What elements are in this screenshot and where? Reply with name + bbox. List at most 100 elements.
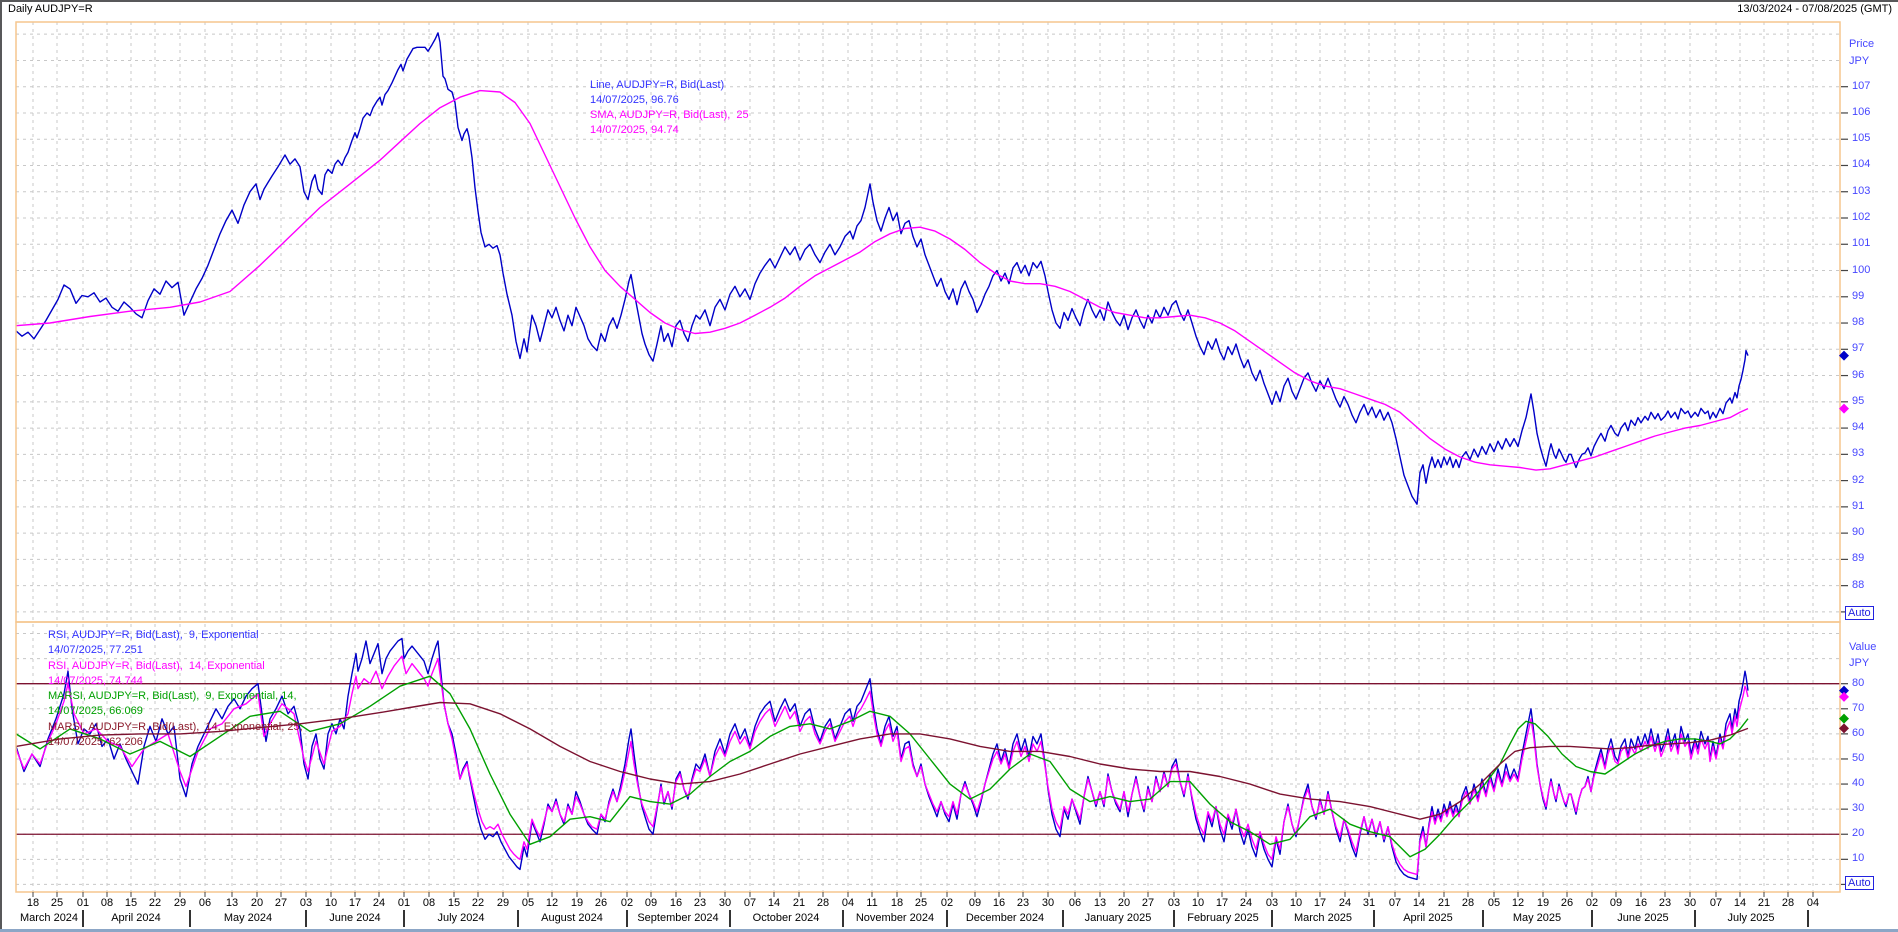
month-label: May 2025 (1512, 912, 1562, 924)
day-label: 15 (447, 897, 461, 909)
month-label: November 2024 (855, 912, 935, 924)
day-label: 12 (545, 897, 559, 909)
day-label: 21 (792, 897, 806, 909)
value-tick-label: 60 (1852, 726, 1865, 739)
day-label: 23 (693, 897, 707, 909)
main-legend-line-name: Line, AUDJPY=R, Bid(Last) (590, 79, 725, 91)
day-label: 22 (471, 897, 485, 909)
price-tick-label: 104 (1852, 158, 1871, 171)
day-label: 10 (1191, 897, 1205, 909)
day-label: 25 (914, 897, 928, 909)
day-label: 01 (76, 897, 90, 909)
value-tick-label: 30 (1852, 802, 1865, 815)
day-label: 28 (816, 897, 830, 909)
main-legend-line-value: 14/07/2025, 96.76 (590, 94, 679, 106)
price-tick-label: 92 (1852, 473, 1865, 486)
value-marker (1839, 723, 1849, 734)
month-label: August 2024 (541, 912, 603, 924)
chart-header: Daily AUDJPY=R 13/03/2024 - 07/08/2025 (… (0, 2, 1898, 16)
day-label: 16 (992, 897, 1006, 909)
day-label: 14 (1412, 897, 1426, 909)
value-tick-label: 10 (1852, 852, 1865, 865)
rsi14-legend-value: 14/07/2025, 74.744 (48, 674, 143, 687)
day-label: 27 (1141, 897, 1155, 909)
day-label: 08 (422, 897, 436, 909)
day-label: 18 (890, 897, 904, 909)
day-label: 17 (1215, 897, 1229, 909)
price-tick-label: 106 (1852, 105, 1871, 118)
price-tick-label: 102 (1852, 211, 1871, 223)
day-label: 07 (1709, 897, 1723, 909)
price-tick-label: 97 (1852, 342, 1865, 355)
day-label: 10 (324, 897, 338, 909)
series-3-rsi (15, 655, 1749, 876)
day-label: 26 (1560, 897, 1574, 909)
day-label: 07 (743, 897, 757, 909)
day-label: 09 (644, 897, 658, 909)
gridlines (16, 22, 1840, 892)
rsi9-legend-value: 14/07/2025, 77.251 (48, 644, 143, 656)
day-label: 12 (1511, 897, 1525, 909)
day-label: 02 (1585, 897, 1599, 909)
price-tick-label: 105 (1852, 132, 1871, 145)
month-label: December 2024 (965, 912, 1045, 924)
day-label: 19 (1536, 897, 1550, 909)
overbought-oversold-level-lines (16, 683, 1840, 835)
day-label: 05 (1487, 897, 1501, 909)
day-label: 08 (100, 897, 114, 909)
marsi9-legend-value: 14/07/2025, 66.069 (48, 705, 143, 717)
marsi9-legend-name: MARSI, AUDJPY=R, Bid(Last), 9, Exponenti… (48, 690, 297, 702)
value-tick-label: 40 (1852, 777, 1865, 790)
price-tick-label: 100 (1852, 263, 1871, 276)
axis-tick-marks (32, 86, 1848, 927)
day-label: 22 (148, 897, 162, 909)
date-range: 13/03/2024 - 07/08/2025 (GMT) (1737, 3, 1892, 15)
day-label: 20 (1117, 897, 1131, 909)
day-label: 29 (173, 897, 187, 909)
rsi-auto-scale-button[interactable]: Auto (1845, 876, 1874, 890)
day-label: 27 (274, 897, 288, 909)
day-label: 04 (841, 897, 855, 909)
price-tick-label: 103 (1852, 184, 1871, 197)
day-label: 11 (866, 897, 878, 909)
rsi9-legend-name: RSI, AUDJPY=R, Bid(Last), 9, Exponential (48, 629, 259, 641)
price-marker (1839, 350, 1849, 361)
day-label: 28 (1461, 897, 1475, 909)
rsi14-legend-name: RSI, AUDJPY=R, Bid(Last), 14, Exponentia… (48, 659, 265, 672)
main-auto-scale-button[interactable]: Auto (1845, 606, 1874, 620)
data-series (15, 32, 1749, 881)
day-label: 13 (1093, 897, 1107, 909)
price-tick-label: 88 (1852, 578, 1865, 591)
month-label: March 2025 (1293, 912, 1353, 924)
price-tick-label: 89 (1852, 552, 1865, 565)
window-frame-left (0, 0, 2, 932)
marsi14-legend-value: 14/07/2025, 62.206 (48, 735, 143, 748)
day-label: 06 (1068, 897, 1082, 909)
day-label: 23 (1016, 897, 1030, 909)
value-tick-label: 70 (1852, 701, 1865, 714)
price-axis-title: Price (1849, 38, 1875, 50)
main-legend-sma-name: SMA, AUDJPY=R, Bid(Last), 25 (590, 109, 749, 121)
month-label: July 2025 (1727, 912, 1775, 924)
price-tick-label: 107 (1852, 79, 1871, 92)
month-label: May 2024 (223, 912, 273, 924)
value-marker (1839, 691, 1849, 702)
series-1-price (15, 89, 1749, 471)
day-label: 04 (1806, 897, 1820, 909)
day-label: 03 (299, 897, 313, 909)
window-frame-bottom (0, 929, 1898, 932)
day-label: 17 (1313, 897, 1327, 909)
day-label: 03 (1167, 897, 1181, 909)
day-label: 21 (1437, 897, 1451, 909)
window-frame-top (0, 0, 1898, 2)
price-tick-label: 98 (1852, 316, 1865, 329)
day-label: 01 (397, 897, 411, 909)
day-label: 02 (940, 897, 954, 909)
price-marker (1839, 403, 1849, 414)
day-label: 30 (718, 897, 732, 909)
month-label: July 2024 (437, 912, 485, 924)
day-label: 20 (250, 897, 264, 909)
day-label: 16 (1634, 897, 1648, 909)
